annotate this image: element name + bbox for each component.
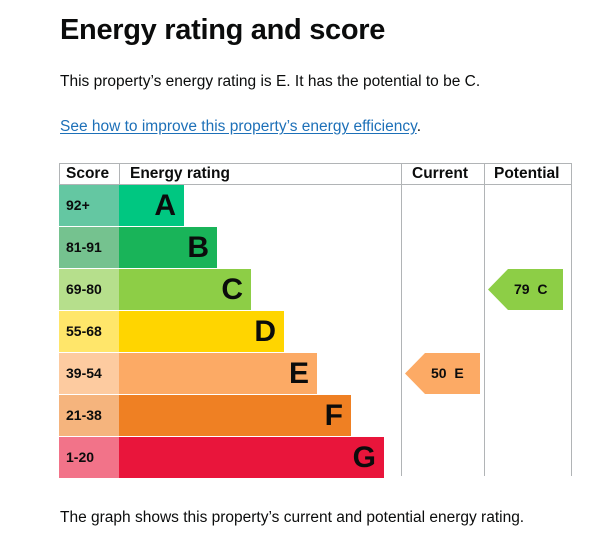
score-range: 81-91 [59,227,119,268]
score-range: 39-54 [59,353,119,394]
score-range: 92+ [59,185,119,226]
grid-current-divider [401,163,402,476]
chart-description: The graph shows this property’s current … [60,509,525,526]
grid-potential-divider [484,163,485,476]
potential-rating-arrow: 79 C [488,269,563,310]
header-score: Score [66,165,110,182]
band-bar-c: C [119,269,251,310]
grid-header-line [59,184,572,185]
link-suffix: . [416,118,421,135]
energy-rating-chart: Score Energy rating Current Potential 92… [59,163,572,478]
band-bar-e: E [119,353,317,394]
score-range: 69-80 [59,269,119,310]
grid-right-line [571,163,572,476]
rating-summary: This property’s energy rating is E. It h… [60,73,481,90]
header-energy-rating: Energy rating [130,165,230,182]
header-current: Current [412,165,468,182]
improve-efficiency-link[interactable]: See how to improve this property’s energ… [60,118,417,135]
score-range: 21-38 [59,395,119,436]
score-range: 55-68 [59,311,119,352]
grid-top-line [59,163,572,164]
band-bar-b: B [119,227,217,268]
page-title: Energy rating and score [60,14,386,46]
header-potential: Potential [494,165,560,182]
improve-link-paragraph: See how to improve this property’s energ… [60,117,421,137]
score-range: 1-20 [59,437,119,478]
grid-score-divider [119,163,120,185]
current-rating-arrow: 50 E [405,353,480,394]
band-bar-d: D [119,311,284,352]
band-bar-f: F [119,395,351,436]
band-bar-g: G [119,437,384,478]
grid-left-line [59,163,60,185]
band-bar-a: A [119,185,184,226]
